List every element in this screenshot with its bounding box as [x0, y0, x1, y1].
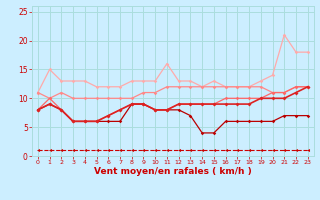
X-axis label: Vent moyen/en rafales ( km/h ): Vent moyen/en rafales ( km/h ) [94, 167, 252, 176]
